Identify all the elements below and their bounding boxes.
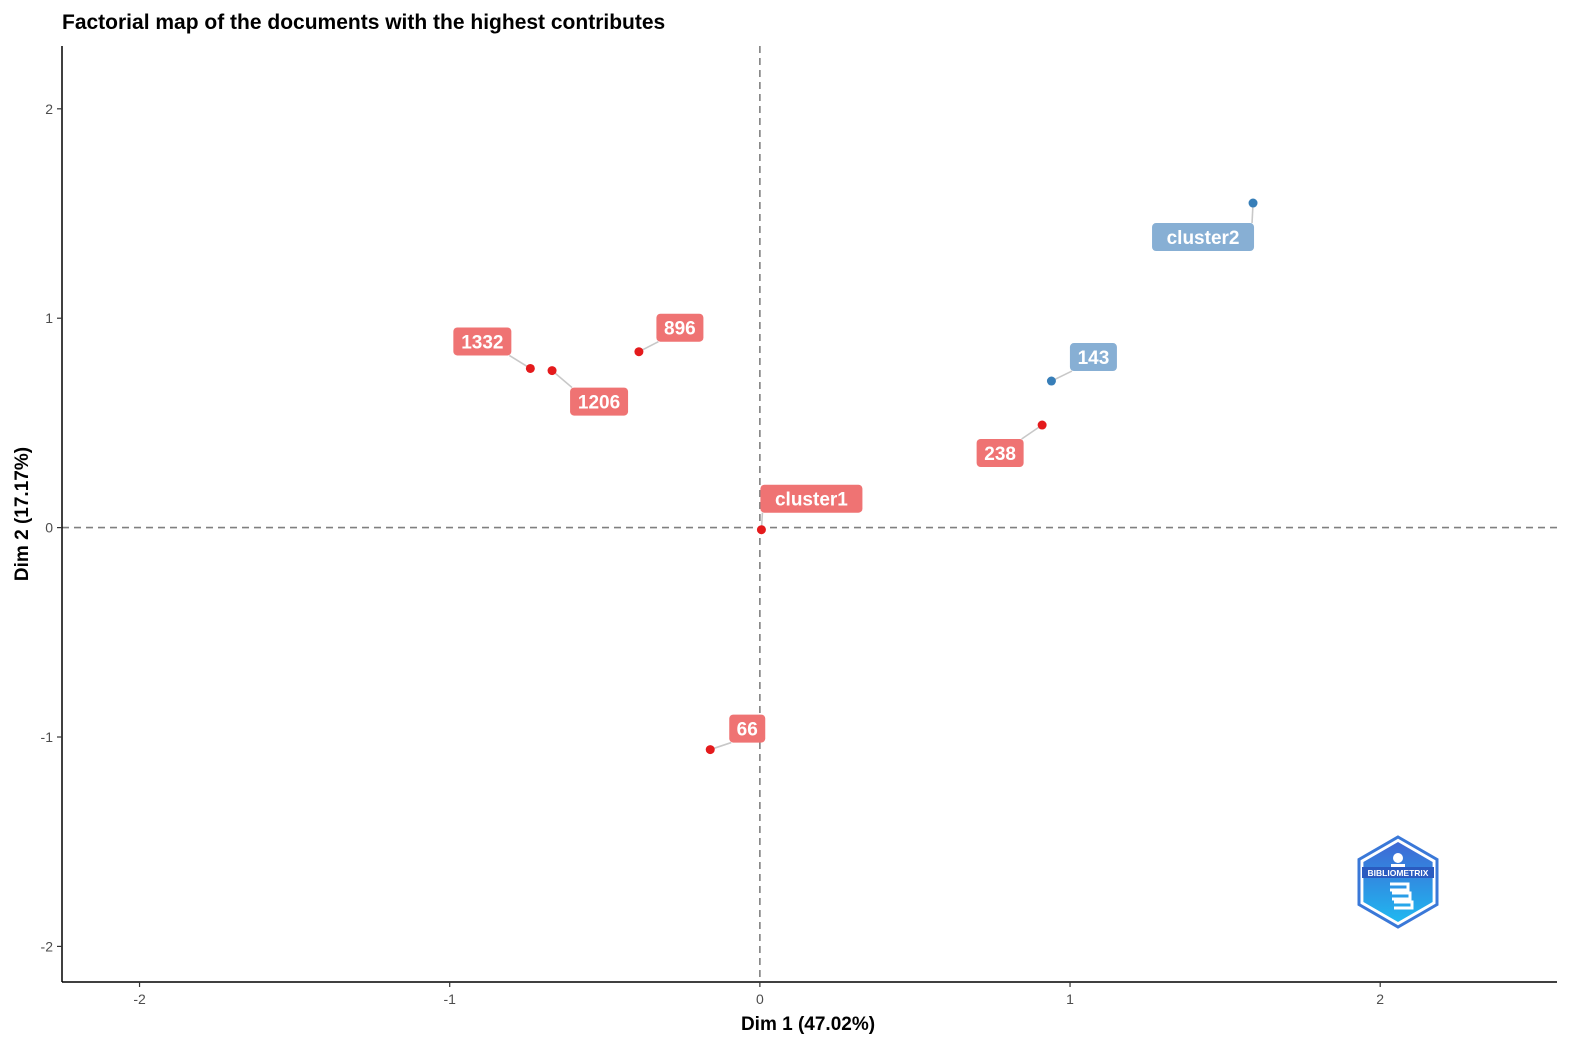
x-axis-title: Dim 1 (47.02%) (741, 1014, 875, 1035)
label-238: 238 (984, 444, 1016, 465)
bibliometrix-logo: BIBLIOMETRIX (1357, 835, 1439, 929)
ticks: -2 -1 0 1 2 -2 -1 0 1 2 (41, 101, 1385, 1007)
label-box-cluster2 (1152, 223, 1255, 252)
x-tick-label: 1 (1066, 991, 1074, 1007)
label-896: 896 (664, 319, 696, 340)
label-box-1206 (570, 387, 629, 416)
label-box-238 (976, 439, 1024, 468)
label-box-66 (729, 714, 766, 743)
point-1332 (525, 363, 535, 373)
label-cluster2: cluster2 (1167, 228, 1240, 249)
y-tick-label: -2 (41, 938, 54, 954)
point-896 (634, 347, 644, 357)
y-tick-label: 2 (45, 101, 53, 117)
y-axis-title: Dim 2 (17.17%) (12, 447, 33, 581)
label-143: 143 (1078, 348, 1110, 369)
x-tick-label: -1 (443, 991, 456, 1007)
label-box-cluster1 (760, 484, 863, 513)
y-tick-label: 1 (45, 310, 53, 326)
chart-title: Factorial map of the documents with the … (62, 11, 665, 34)
data-labels: cluster1 66 896 1332 1206 238 143 cluster2 (453, 223, 1255, 743)
reference-lines (62, 46, 1557, 982)
point-cluster1 (756, 525, 766, 535)
label-1332: 1332 (461, 332, 503, 353)
label-cluster1: cluster1 (775, 490, 848, 511)
point-66 (705, 745, 715, 755)
x-tick-label: -2 (133, 991, 146, 1007)
label-box-896 (656, 313, 704, 342)
label-box-1332 (453, 327, 512, 356)
label-66: 66 (737, 720, 758, 741)
y-tick-label: 0 (45, 520, 53, 536)
point-cluster2 (1248, 198, 1258, 208)
x-tick-label: 0 (756, 991, 764, 1007)
label-connectors (508, 203, 1254, 751)
data-points (525, 198, 1258, 755)
logo-text: BIBLIOMETRIX (1368, 868, 1429, 878)
label-box-143 (1069, 343, 1117, 372)
label-1206: 1206 (578, 393, 620, 414)
point-238 (1037, 420, 1047, 430)
x-tick-label: 2 (1376, 991, 1384, 1007)
point-143 (1046, 376, 1056, 386)
point-1206 (547, 366, 557, 376)
y-tick-label: -1 (41, 729, 54, 745)
axes (61, 46, 1557, 983)
